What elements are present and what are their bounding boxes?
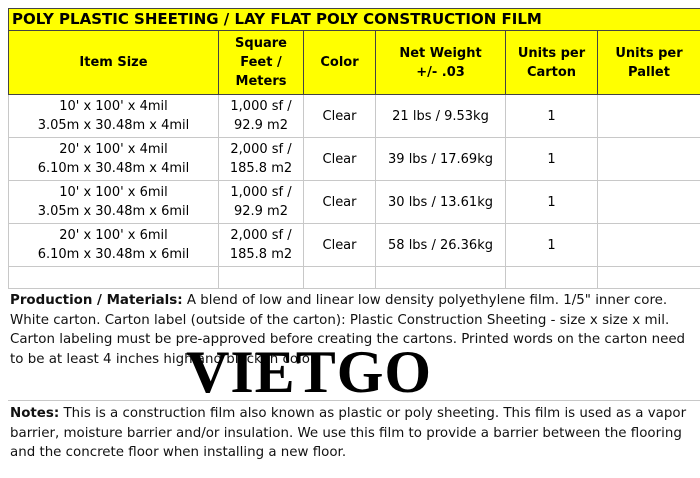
cell-line: Feet / xyxy=(240,55,282,70)
cell-line: 1,000 sf / xyxy=(230,99,292,114)
header-cell: Square Feet / Meters xyxy=(218,30,304,95)
line-text: White carton. Carton label (outside of t… xyxy=(10,312,670,328)
line-text: A blend of low and linear low density po… xyxy=(186,293,668,308)
cell: 2,000 sf / 185.8 m2 xyxy=(218,223,304,267)
line-text: barrier, moisture barrier and/or insulat… xyxy=(10,425,682,441)
label: Production / Materials: xyxy=(10,293,183,308)
cell: 2,000 sf / 185.8 m2 xyxy=(218,137,304,181)
cell-line: 3.05m x 30.48m x 6mil xyxy=(37,204,190,219)
data-row: 20' x 100' x 6mil 6.10m x 30.48m x 6mil 2,… xyxy=(8,223,700,267)
cell xyxy=(303,266,376,289)
cell xyxy=(218,266,304,289)
cell-line: 92.9 m2 xyxy=(233,118,288,133)
cell-line: Pallet xyxy=(628,64,670,80)
header-cell: Net Weight +/- .03 xyxy=(375,30,506,95)
divider xyxy=(8,288,700,289)
cell: Clear xyxy=(303,180,376,224)
cell: 39 lbs / 17.69kg xyxy=(375,137,506,181)
cell-line: 2,000 sf / xyxy=(230,228,292,243)
text-line: Carton labeling must be pre-approved bef… xyxy=(10,330,698,350)
cell: 1 xyxy=(505,180,598,224)
cell xyxy=(596,94,700,138)
cell: 1 xyxy=(505,94,598,138)
cell xyxy=(505,266,598,289)
cell-line: 3.05m x 30.48m x 4mil xyxy=(37,118,190,133)
text-line: and the concrete floor when installing a… xyxy=(10,443,698,463)
cell: 20' x 100' x 6mil 6.10m x 30.48m x 6mil xyxy=(8,223,219,267)
divider xyxy=(8,400,700,401)
cell: 1,000 sf / 92.9 m2 xyxy=(218,180,304,224)
cell: 21 lbs / 9.53kg xyxy=(375,94,506,138)
cell-line: Square xyxy=(235,36,287,51)
cell-line: 20' x 100' x 6mil xyxy=(59,228,168,243)
title: POLY PLASTIC SHEETING / LAY FLAT POLY CO… xyxy=(7,8,700,31)
cell: 1,000 sf / 92.9 m2 xyxy=(218,94,304,138)
cell: 1 xyxy=(505,223,598,267)
cell: Clear xyxy=(303,223,376,267)
cell xyxy=(596,180,700,224)
cell-line: 92.9 m2 xyxy=(233,204,288,219)
cell: 30 lbs / 13.61kg xyxy=(375,180,506,224)
table-body: POLY PLASTIC SHEETING / LAY FLAT POLY CO… xyxy=(7,8,700,289)
cell xyxy=(596,137,700,181)
line-text: Carton labeling must be pre-approved bef… xyxy=(10,332,686,347)
empty-row xyxy=(8,266,700,289)
line-text: to be at least 4 inches high and black i… xyxy=(10,351,319,367)
cell-line: Units per xyxy=(517,45,586,61)
cell-line: 185.8 m2 xyxy=(229,247,293,262)
cell: 10' x 100' x 4mil 3.05m x 30.48m x 4mil xyxy=(8,94,219,138)
cell-line: 6.10m x 30.48m x 6mil xyxy=(37,247,190,262)
cell-line: Net Weight xyxy=(399,45,482,61)
cell: 1 xyxy=(505,137,598,181)
data-row: 10' x 100' x 4mil 3.05m x 30.48m x 4mil 1,… xyxy=(8,94,700,138)
label: Notes: xyxy=(10,406,60,421)
text-line: White carton. Carton label (outside of t… xyxy=(10,311,698,331)
cell xyxy=(8,266,219,289)
data-row: 20' x 100' x 4mil 6.10m x 30.48m x 4mil 2,… xyxy=(8,137,700,181)
header-cell: Color xyxy=(303,30,376,95)
text-line: barrier, moisture barrier and/or insulat… xyxy=(10,424,698,444)
line-text: This is a construction film also known a… xyxy=(63,406,687,421)
header-cell: Item Size xyxy=(8,30,219,95)
production-text: Production / Materials: A blend of low a… xyxy=(10,291,698,369)
line-text: and the concrete floor when installing a… xyxy=(10,445,347,460)
cell: 10' x 100' x 6mil 3.05m x 30.48m x 6mil xyxy=(8,180,219,224)
cell-line: 10' x 100' x 6mil xyxy=(59,185,168,200)
cell-line: 2,000 sf / xyxy=(230,142,292,157)
cell: 20' x 100' x 4mil 6.10m x 30.48m x 4mil xyxy=(8,137,219,181)
text-line: Production / Materials: A blend of low a… xyxy=(10,291,698,311)
cell-line: 20' x 100' x 4mil xyxy=(59,142,168,157)
cell: Clear xyxy=(303,137,376,181)
cell: Clear xyxy=(303,94,376,138)
cell-line: 6.10m x 30.48m x 4mil xyxy=(37,161,190,176)
text-line: Notes: This is a construction film also … xyxy=(10,404,698,424)
cell-line: Meters xyxy=(235,74,287,89)
cell-line: +/- .03 xyxy=(416,64,465,80)
text-line: to be at least 4 inches high and black i… xyxy=(10,350,698,370)
cell xyxy=(596,223,700,267)
header-cell: Units per Carton xyxy=(505,30,598,95)
cell-line: Carton xyxy=(526,64,577,80)
title-row: POLY PLASTIC SHEETING / LAY FLAT POLY CO… xyxy=(7,8,700,31)
data-row: 10' x 100' x 6mil 3.05m x 30.48m x 6mil 1,… xyxy=(8,180,700,224)
watermark: VIETGO xyxy=(186,339,433,405)
spec-table: POLY PLASTIC SHEETING / LAY FLAT POLY CO… xyxy=(7,8,700,289)
notes-text: Notes: This is a construction film also … xyxy=(10,404,698,463)
cell xyxy=(375,266,506,289)
cell xyxy=(596,266,700,289)
cell-line: 1,000 sf / xyxy=(230,185,292,200)
header-row: Item Size Square Feet / Meters Color Net Weig… xyxy=(8,30,700,95)
cell: 58 lbs / 26.36kg xyxy=(375,223,506,267)
header-cell: Units per Pallet xyxy=(596,30,700,95)
cell-line: Units per xyxy=(615,45,683,61)
cell-line: 185.8 m2 xyxy=(229,161,293,176)
cell-line: 10' x 100' x 4mil xyxy=(59,99,168,114)
